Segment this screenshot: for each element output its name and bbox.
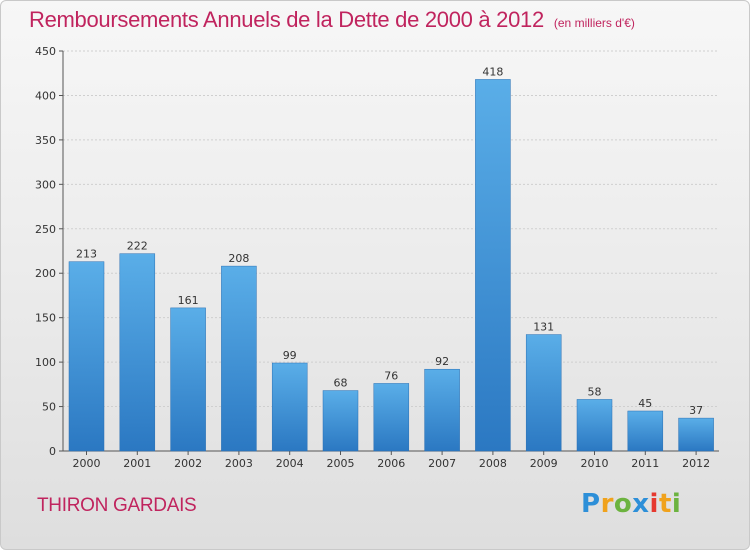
y-tick-label: 450 — [35, 45, 56, 58]
y-tick-label: 300 — [35, 178, 56, 191]
bar-2011 — [627, 410, 664, 452]
value-label-2012: 37 — [689, 404, 703, 417]
x-tick-label-2004: 2004 — [276, 457, 304, 470]
x-tick-label-2002: 2002 — [174, 457, 202, 470]
logo-letter: t — [658, 489, 672, 519]
logo-letter: o — [613, 489, 633, 519]
x-tick-label-2007: 2007 — [428, 457, 456, 470]
bar-2008 — [475, 79, 511, 452]
bar-2007 — [424, 368, 460, 452]
value-label-2005: 68 — [334, 377, 348, 390]
logo-letter: i — [671, 489, 682, 519]
x-tick-label-2008: 2008 — [479, 457, 507, 470]
x-tick-label-2003: 2003 — [225, 457, 253, 470]
value-label-2008: 418 — [482, 65, 503, 78]
value-label-2006: 76 — [384, 369, 398, 382]
logo-letter: P — [581, 489, 601, 519]
y-tick-label: 50 — [42, 401, 56, 414]
y-tick-label: 200 — [35, 267, 56, 280]
bar-2003 — [221, 265, 257, 452]
logo-letter: r — [600, 489, 614, 519]
x-tick-label-2012: 2012 — [682, 457, 710, 470]
value-label-2004: 99 — [283, 349, 297, 362]
value-label-2009: 131 — [533, 321, 554, 334]
bar-2010 — [576, 399, 613, 452]
y-tick-label: 400 — [35, 89, 56, 102]
logo-letter: x — [632, 489, 650, 519]
bar-2012 — [678, 417, 714, 452]
x-tick-label-2011: 2011 — [631, 457, 659, 470]
y-tick-label: 250 — [35, 223, 56, 236]
commune-name: THIRON GARDAIS — [37, 495, 197, 516]
x-tick-label-2005: 2005 — [327, 457, 355, 470]
y-tick-label: 150 — [35, 312, 56, 325]
bar-2006 — [373, 383, 410, 452]
x-tick-label-2010: 2010 — [581, 457, 609, 470]
x-tick-label-2009: 2009 — [530, 457, 558, 470]
proxiti-logo: Proxiti — [581, 489, 681, 519]
chart-unit-label: (en milliers d'€) — [553, 16, 635, 30]
chart-title-text: Remboursements Annuels de la Dette de 20… — [29, 7, 544, 32]
value-label-2002: 161 — [178, 294, 199, 307]
bar-2009 — [525, 334, 562, 452]
y-tick-label: 100 — [35, 356, 56, 369]
value-label-2010: 58 — [588, 385, 602, 398]
value-label-2011: 45 — [638, 397, 652, 410]
bar-2000 — [68, 261, 105, 452]
logo-letter: i — [649, 489, 659, 519]
bar-2005 — [322, 390, 359, 452]
x-tick-label-2006: 2006 — [377, 457, 405, 470]
bar-2001 — [119, 253, 156, 452]
bar-2004 — [271, 362, 308, 452]
value-label-2003: 208 — [228, 252, 249, 265]
chart-title: Remboursements Annuels de la Dette de 20… — [29, 7, 635, 33]
x-tick-label-2001: 2001 — [123, 457, 151, 470]
value-label-2000: 213 — [76, 248, 97, 261]
y-tick-label: 0 — [49, 445, 56, 458]
value-label-2001: 222 — [127, 240, 148, 253]
bar-2002 — [170, 307, 206, 452]
y-tick-label: 350 — [35, 134, 56, 147]
value-label-2007: 92 — [435, 355, 449, 368]
x-tick-label-2000: 2000 — [73, 457, 101, 470]
